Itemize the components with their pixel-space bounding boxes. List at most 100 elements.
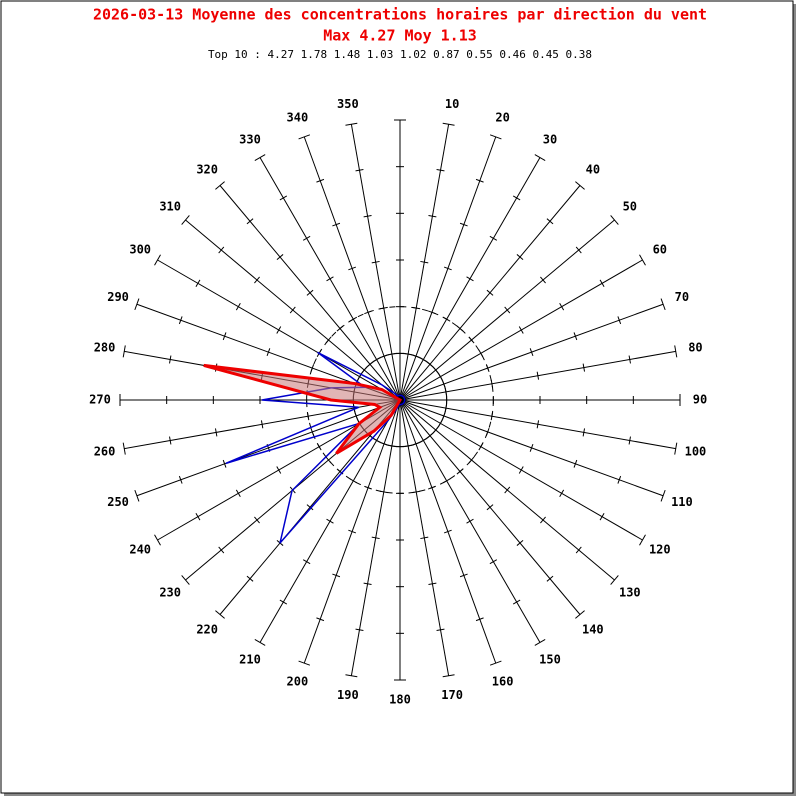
angle-label: 300: [129, 243, 151, 257]
tick: [575, 181, 585, 190]
tick: [575, 246, 582, 254]
tick: [379, 490, 388, 494]
tick: [349, 316, 358, 322]
tick: [456, 325, 464, 332]
tick: [218, 546, 225, 554]
tick: [575, 610, 585, 619]
tick: [169, 436, 172, 445]
tick: [529, 443, 534, 452]
tick: [529, 348, 534, 357]
tick: [412, 354, 420, 358]
tick: [379, 306, 388, 310]
tick: [354, 412, 358, 420]
tick: [332, 222, 341, 227]
tick: [573, 459, 578, 468]
tick: [518, 466, 524, 474]
tick: [310, 364, 315, 373]
tick: [361, 366, 368, 374]
chart-subtitle: Max 4.27 Moy 1.13: [323, 27, 477, 45]
tick: [486, 289, 494, 296]
tick: [485, 427, 490, 436]
tick: [518, 326, 524, 334]
tick: [222, 332, 227, 341]
tick: [419, 437, 428, 443]
tick: [478, 349, 484, 358]
tick: [559, 489, 565, 498]
tick: [674, 345, 678, 358]
tick: [302, 235, 311, 241]
tick: [316, 442, 322, 451]
tick: [326, 518, 334, 524]
tick: [436, 628, 445, 631]
tick: [222, 459, 227, 468]
tick: [326, 276, 334, 282]
tick: [218, 246, 225, 254]
angle-label: 90: [693, 393, 707, 407]
tick: [436, 169, 445, 172]
tick: [420, 260, 429, 264]
tick: [404, 352, 413, 356]
tick: [169, 355, 172, 364]
angle-label: 190: [337, 688, 359, 702]
tick: [512, 195, 521, 201]
series-polygon: [225, 351, 406, 544]
tick: [276, 326, 282, 334]
tick: [426, 361, 434, 368]
tick: [325, 456, 332, 464]
tick: [490, 412, 494, 421]
angle-label: 270: [89, 393, 111, 407]
tick: [468, 456, 475, 464]
angle-label: 290: [107, 290, 129, 304]
tick: [214, 428, 218, 437]
angle-label: 200: [287, 674, 309, 688]
tick: [660, 489, 666, 502]
tick: [660, 298, 666, 311]
tick: [444, 387, 448, 396]
tick: [443, 266, 452, 271]
tick: [306, 289, 314, 296]
angle-label: 330: [239, 133, 261, 147]
tick: [380, 442, 388, 446]
tick: [122, 442, 126, 455]
tick: [412, 306, 421, 310]
angle-label: 260: [94, 445, 116, 459]
angle-label: 80: [688, 340, 702, 354]
angle-label: 30: [543, 133, 557, 147]
tick: [485, 364, 490, 373]
angle-label: 230: [159, 585, 181, 599]
tick: [516, 540, 524, 546]
tick: [442, 478, 451, 484]
tick: [582, 363, 586, 372]
tick: [254, 276, 260, 284]
tick: [466, 518, 474, 524]
angle-label: 220: [196, 622, 218, 636]
tick: [617, 316, 622, 325]
tick: [540, 276, 546, 284]
angle-label: 120: [649, 543, 671, 557]
tick: [345, 674, 358, 678]
tick: [628, 355, 631, 364]
tick: [349, 478, 358, 484]
tick: [235, 489, 241, 498]
tick: [419, 357, 428, 363]
tick: [412, 442, 420, 446]
tick: [475, 178, 484, 183]
tick: [489, 559, 498, 565]
tick: [336, 325, 344, 332]
tick: [426, 432, 434, 439]
tick: [404, 444, 413, 448]
angle-label: 320: [196, 163, 218, 177]
tick: [534, 639, 546, 646]
tick: [332, 573, 341, 578]
tick: [536, 371, 540, 380]
tick: [363, 582, 372, 586]
tick: [122, 345, 126, 358]
tick: [610, 575, 619, 585]
tick: [536, 420, 540, 429]
angle-label: 180: [389, 693, 411, 707]
angle-label: 50: [623, 200, 637, 214]
angle-label: 210: [239, 652, 261, 666]
tick: [195, 279, 201, 288]
